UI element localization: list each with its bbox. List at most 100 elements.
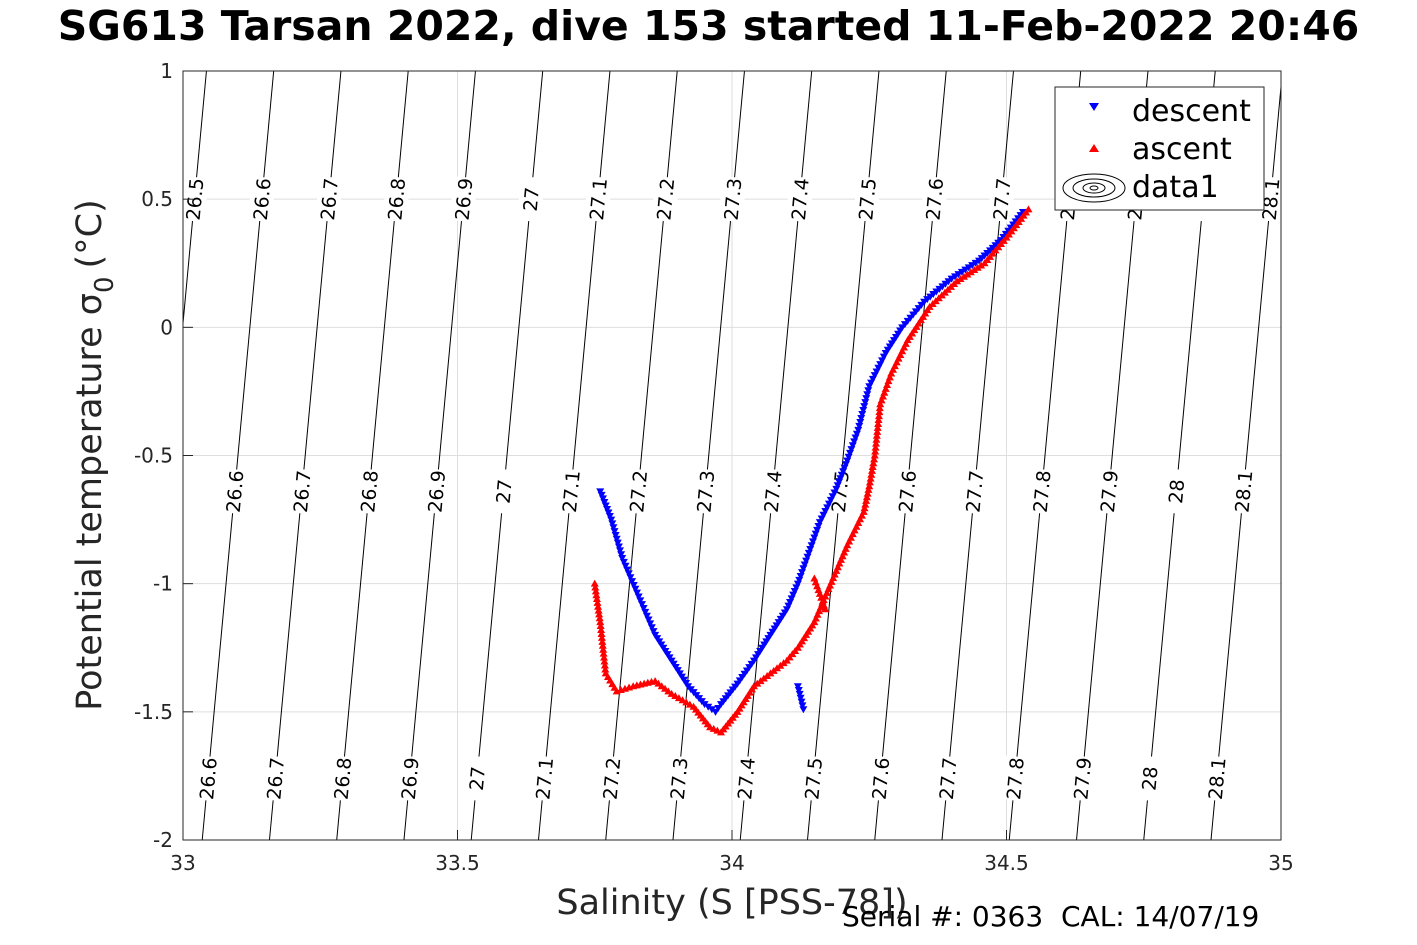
ascent-point [861,500,870,508]
descent-point [802,557,811,565]
descent-point [613,539,622,547]
descent-point [954,271,963,279]
isopycnal-label-bg [691,468,720,515]
descent-point [810,534,819,542]
isopycnal-label-bg [193,755,222,802]
isopycnal-label: 27.7 [962,469,988,513]
isopycnal-label-bg [893,468,922,515]
isopycnal-label-group: 26.9 [395,755,424,802]
x-tick-label: 33.5 [435,851,480,875]
ascent-point [597,626,606,634]
isopycnal-label-bg [261,755,290,802]
isopycnal-label: 27.8 [1003,756,1029,800]
isopycnal-label-bg [1162,468,1191,515]
y-axis-label: Potential temperature σ0 (°C) [70,199,120,711]
descent-point [618,555,627,563]
ascent-point [685,700,694,708]
x-tick-label: 35 [1268,851,1293,875]
ascent-point [862,493,871,501]
descent-point [826,496,835,504]
isopycnal-label-bg [180,176,209,223]
isopycnal-label-group: 26.7 [261,755,290,802]
isopycnal-label-bg [382,176,411,223]
descent-point [879,353,888,361]
descent-point [616,547,625,555]
ascent-point [596,618,605,626]
descent-point [852,430,861,438]
isopycnal-label: 27.1 [586,177,612,221]
ascent-point [874,412,883,420]
descent-point [861,399,870,407]
isopycnal-label-group: 27.5 [853,176,882,223]
descent-point [860,403,869,411]
isopycnal-label-bg [920,176,949,223]
ascent-point [591,583,600,591]
descent-point [975,257,984,265]
descent-point [854,426,863,434]
isopycnal-label-group: 27.9 [1094,468,1123,515]
descent-point [793,683,802,691]
isopycnal-label-group: 27.1 [530,755,559,802]
descent-point [878,357,887,365]
descent-point [837,471,846,479]
isopycnal-label-group: 26.9 [449,176,478,223]
isopycnal-label-bg [597,755,626,802]
isopycnal-label-group: 27.8 [1027,468,1056,515]
isopycnal-label-group: 27.6 [920,176,949,223]
isopycnal-label-group: 27.3 [691,468,720,515]
legend-ascent-marker [1089,144,1099,152]
isopycnal-label-bg [355,468,384,515]
ascent-point [597,633,606,641]
descent-point [862,395,871,403]
descent-point [596,488,605,496]
ascent-point [606,676,615,684]
ascent-point [862,496,871,504]
descent-point [787,595,796,603]
isopycnal-label-group: 27.2 [651,176,680,223]
descent-series [596,208,1027,716]
legend-data1-label: data1 [1132,170,1219,205]
isopycnal-label-group: 26.6 [193,755,222,802]
descent-point [843,457,852,465]
ascent-point [868,463,877,471]
isopycnal-label: 27.2 [600,756,626,800]
descent-point [850,438,859,446]
isopycnal-label-bg [462,755,491,802]
descent-point [865,383,874,391]
descent-point [803,553,812,561]
ascent-point [592,591,601,599]
ascent-point [598,641,607,649]
isopycnal-label-bg [799,755,828,802]
ascent-point [598,637,607,645]
ascent-point [821,605,830,613]
isopycnal-label-bg [220,468,249,515]
ascent-point [871,443,880,451]
ascent-point [867,470,876,478]
ascent-point [612,687,621,695]
isopycnal-label-bg [731,755,760,802]
ascent-point [872,431,881,439]
isopycnal-label-group: 26.8 [355,468,384,515]
y-tick-label: 1 [160,59,173,83]
isopycnal-label-bg [556,468,585,515]
descent-point [847,446,856,454]
descent-point [867,379,876,387]
ascent-point [671,692,680,700]
isopycnal-label-bg [651,176,680,223]
isopycnal-label: 26.9 [398,756,424,800]
ascent-point [874,416,883,424]
descent-point [840,464,849,472]
x-tick-label: 34.5 [984,851,1029,875]
descent-point [717,701,726,709]
isopycnal-label-group: 27 [462,755,491,802]
descent-point [797,698,806,706]
descent-point [819,511,828,519]
descent-point [846,449,855,457]
ascent-point [610,683,619,691]
descent-point [836,475,845,483]
isopycnal-label-group: 26.8 [328,755,357,802]
descent-point [792,584,801,592]
ascent-point [866,474,875,482]
isopycnal-label-bg [530,755,559,802]
descent-point [798,702,807,710]
